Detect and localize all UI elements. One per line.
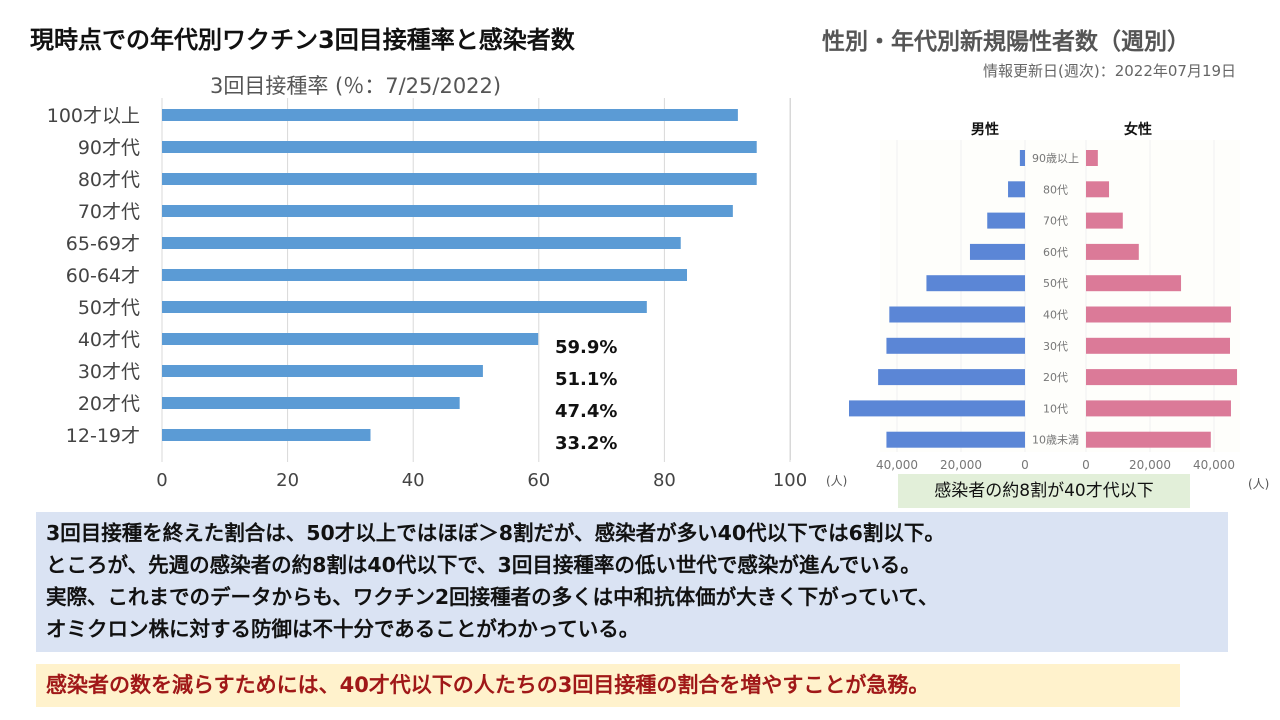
- data-label: 51.1%: [555, 369, 617, 390]
- x-tick-label: 40: [402, 470, 425, 491]
- female-bar: [1086, 337, 1230, 354]
- category-label: 100才以上: [47, 105, 140, 127]
- category-label: 30才代: [78, 361, 140, 383]
- male-bar: [886, 431, 1025, 448]
- infection-chart-title: 性別・年代別新規陽性者数（週別）: [822, 29, 1190, 55]
- male-bar: [987, 212, 1025, 229]
- male-bar: [878, 369, 1025, 386]
- x-tick-label: 100: [773, 470, 807, 491]
- data-label: 47.4%: [555, 401, 617, 422]
- category-label: 12-19才: [66, 425, 140, 447]
- age-group-label: 10代: [1043, 402, 1068, 415]
- female-bar: [1086, 369, 1238, 386]
- vaccination-bar: [162, 205, 733, 217]
- male-legend: 男性: [971, 121, 999, 138]
- female-x-tick-label: 0: [1082, 458, 1090, 472]
- female-legend: 女性: [1124, 121, 1152, 138]
- female-x-tick-label: 40,000: [1193, 458, 1235, 472]
- chart-panel: [880, 140, 1240, 452]
- female-bar: [1086, 150, 1098, 166]
- summary-line: 実際、これまでのデータからも、ワクチン2回接種者の多くは中和抗体価が大きく下がっ…: [46, 585, 939, 609]
- female-bar: [1086, 212, 1123, 229]
- vaccination-bar: [162, 173, 757, 185]
- infection-annotation: 感染者の約8割が40才代以下: [898, 474, 1190, 508]
- age-group-label: 10歳未満: [1032, 434, 1079, 447]
- male-bar: [1019, 150, 1025, 166]
- male-x-tick-label: 0: [1021, 458, 1029, 472]
- male-bar: [1008, 181, 1025, 198]
- main-title: 現時点での年代別ワクチン3回目接種率と感染者数: [30, 26, 575, 54]
- data-label: 59.9%: [555, 337, 617, 358]
- update-date: 情報更新日(週次)：2022年07月19日: [983, 62, 1237, 80]
- female-bar: [1086, 181, 1110, 198]
- conclusion-box: 感染者の数を減らすためには、40才代以下の人たちの3回目接種の割合を増やすことが…: [36, 664, 1180, 707]
- summary-line: ところが、先週の感染者の約8割は40代以下で、3回目接種率の低い世代で感染が進ん…: [46, 553, 921, 577]
- category-label: 20才代: [78, 393, 140, 415]
- male-bar: [849, 400, 1025, 417]
- age-group-label: 40代: [1043, 309, 1068, 322]
- vaccination-bar: [162, 301, 647, 313]
- age-group-label: 50代: [1043, 277, 1068, 290]
- male-x-tick-label: 40,000: [876, 458, 918, 472]
- x-tick-label: 80: [653, 470, 676, 491]
- vaccination-unit-label: (人): [826, 474, 847, 488]
- summary-box: 3回目接種を終えた割合は、50才以上ではほぼ＞8割だが、感染者が多い40代以下で…: [36, 512, 1228, 652]
- vaccination-bar: [162, 269, 688, 281]
- vaccination-chart-title: 3回目接種率 (％：7/25/2022): [210, 74, 502, 98]
- infection-unit-label: (人): [1248, 477, 1270, 491]
- age-group-label: 30代: [1043, 340, 1068, 353]
- age-group-label: 80代: [1043, 183, 1068, 196]
- category-label: 40才代: [78, 329, 140, 351]
- category-label: 50才代: [78, 297, 140, 319]
- male-x-tick-label: 20,000: [940, 458, 982, 472]
- vaccination-bar: [162, 141, 757, 153]
- male-bar: [889, 306, 1025, 323]
- age-group-label: 90歳以上: [1032, 152, 1079, 165]
- female-bar: [1086, 400, 1231, 417]
- female-bar: [1086, 275, 1182, 292]
- vaccination-bar: [162, 333, 539, 345]
- vaccination-bar: [162, 429, 371, 441]
- female-bar: [1086, 243, 1139, 260]
- male-bar: [926, 275, 1025, 292]
- age-group-label: 70代: [1043, 215, 1068, 228]
- infection-count-chart: 男性 女性 90歳以上 80代 70代 60代 50代 40代 30代 20代 10代 10歳未満…: [849, 121, 1240, 472]
- vaccination-bar: [162, 109, 738, 121]
- category-label: 90才代: [78, 137, 140, 159]
- chart-divider: [790, 98, 791, 460]
- summary-line: オミクロン株に対する防御は不十分であることがわかっている。: [46, 617, 640, 641]
- age-group-label: 20代: [1043, 371, 1068, 384]
- female-bar: [1086, 431, 1211, 448]
- female-bar: [1086, 306, 1231, 323]
- category-label: 70才代: [78, 201, 140, 223]
- data-label: 33.2%: [555, 433, 617, 454]
- male-bar: [886, 337, 1025, 354]
- vaccination-rate-chart: 100才以上 90才代 80才代 70才代 65-69才 60-64才 50才代 40才代 30…: [47, 98, 847, 491]
- category-label: 60-64才: [66, 265, 140, 287]
- vaccination-bar: [162, 237, 681, 249]
- male-bar: [969, 243, 1025, 260]
- vaccination-bar: [162, 365, 483, 377]
- x-tick-label: 60: [527, 470, 550, 491]
- category-label: 65-69才: [66, 233, 140, 255]
- vaccination-bar: [162, 397, 460, 409]
- summary-line: 3回目接種を終えた割合は、50才以上ではほぼ＞8割だが、感染者が多い40代以下で…: [46, 521, 945, 545]
- x-tick-label: 0: [156, 470, 167, 491]
- female-x-tick-label: 20,000: [1129, 458, 1171, 472]
- category-label: 80才代: [78, 169, 140, 191]
- age-group-label: 60代: [1043, 246, 1068, 259]
- x-tick-label: 20: [276, 470, 299, 491]
